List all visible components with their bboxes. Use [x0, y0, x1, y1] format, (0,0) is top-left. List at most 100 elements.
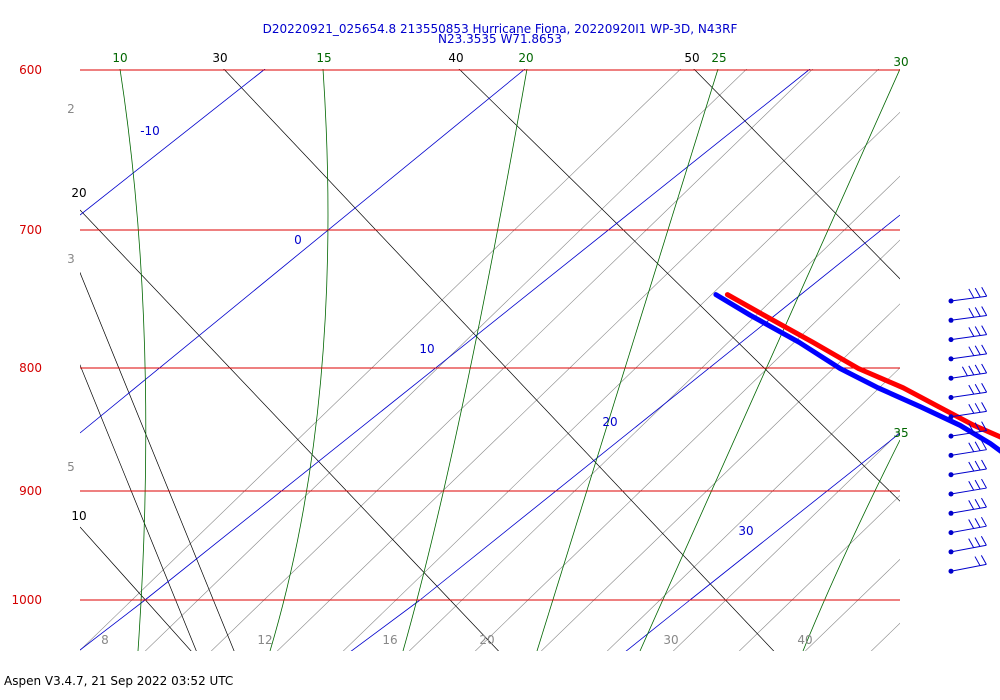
dewpoint-profile-point — [837, 366, 843, 371]
moist-adiabat-line — [540, 303, 900, 651]
wind-barb — [948, 344, 988, 362]
dewpoint-profile-point — [713, 292, 719, 297]
mixing-ratio-label: 25 — [711, 51, 726, 65]
mixing-ratio-line — [119, 69, 147, 651]
dry-adiabat-line — [80, 364, 197, 651]
wind-barb-feather — [981, 306, 988, 316]
pressure-tick-label: 800 — [19, 361, 42, 375]
wind-barb-feather — [974, 479, 981, 490]
wind-barb-feather — [981, 344, 988, 355]
wind-barb-feather — [968, 404, 975, 414]
footer-version: Aspen V3.4.7, 21 Sep 2022 03:52 UTC — [4, 674, 234, 688]
temperature-profile-point — [901, 385, 906, 390]
moist-adiabats — [80, 69, 900, 651]
wind-barb-shaft — [950, 315, 987, 321]
pressure-tick-label: 600 — [19, 63, 42, 77]
wind-barb-shaft — [950, 468, 987, 476]
mixing-ratio-label: 35 — [893, 426, 908, 440]
wind-barb — [948, 363, 988, 381]
wind-barb-feather — [974, 345, 981, 356]
wind-barb-feather — [974, 403, 981, 413]
moist-adiabat-label: 16 — [382, 633, 397, 647]
moist-adiabat-label: 8 — [101, 633, 109, 647]
wind-barb-feather — [968, 307, 975, 318]
wind-barb-feather — [968, 327, 975, 337]
mixing-ratio-line — [802, 439, 900, 651]
wind-barb — [948, 286, 988, 304]
isotherm-label: -10 — [140, 124, 160, 138]
moist-adiabat-line — [804, 558, 900, 651]
moist-adiabat-label: 20 — [479, 633, 494, 647]
pressure-tick-label: 1000 — [11, 593, 42, 607]
wind-barb-feather — [981, 440, 987, 450]
isotherm-line — [80, 69, 526, 434]
wind-barb — [948, 440, 987, 458]
wind-barb-feather — [968, 288, 975, 299]
dewpoint-profile-point — [957, 423, 963, 428]
wind-barb-shaft — [950, 410, 987, 418]
dry-adiabat-line — [80, 526, 192, 651]
dry-adiabat-label: 40 — [448, 51, 463, 65]
pressure-tick-label: 700 — [19, 223, 42, 237]
moist-adiabat-line — [80, 69, 682, 651]
wind-barb-feather — [974, 518, 981, 528]
wind-barb — [948, 402, 988, 420]
wind-barb-feather — [968, 365, 975, 376]
wind-barb-feather — [981, 383, 988, 393]
wind-barb-feather — [974, 422, 981, 432]
temperature-profile-point — [725, 292, 730, 297]
wind-barb-shaft — [950, 506, 987, 514]
chart-title-line2: N23.3535 W71.8653 — [438, 32, 562, 46]
mixing-ratio-label: 30 — [893, 55, 908, 69]
isotherm-line — [350, 599, 421, 651]
wind-barb — [948, 459, 987, 478]
moist-adiabat-line — [606, 367, 900, 651]
wind-barb-feather — [981, 421, 988, 431]
wind-barb — [948, 478, 987, 497]
wind-barb-feather — [968, 480, 975, 491]
isotherms — [80, 69, 900, 651]
wind-barb — [948, 306, 988, 323]
wind-barbs — [948, 286, 988, 574]
temperature-profile-point — [936, 404, 941, 409]
dry-adiabat-line — [458, 69, 900, 502]
wind-barb-feather — [974, 326, 981, 336]
wind-barb-feather — [968, 346, 975, 356]
wind-barb-feather — [974, 460, 981, 471]
wind-barb — [948, 516, 987, 536]
wind-barb — [948, 421, 988, 439]
moist-adiabat-label: 30 — [663, 633, 678, 647]
wind-barb-feather — [968, 500, 975, 510]
mixing-ratio-line — [269, 69, 329, 651]
dry-adiabat-label: 20 — [71, 186, 86, 200]
moist-adiabat-label: 5 — [67, 460, 75, 474]
wind-barb-feather — [980, 555, 987, 565]
wind-barb-shaft — [950, 372, 987, 379]
dewpoint-profile-line — [713, 292, 1000, 454]
wind-barb-feather — [981, 286, 988, 297]
wind-barb — [948, 555, 987, 574]
dewpoint-profile-point — [918, 404, 923, 409]
mixing-ratio-label: 10 — [112, 51, 127, 65]
moist-adiabat-line — [672, 431, 900, 651]
dewpoint-profile-point — [988, 441, 993, 446]
dry-adiabat-label: 30 — [212, 51, 227, 65]
wind-barb-feather — [961, 366, 968, 377]
wind-barb-feather — [968, 461, 975, 472]
wind-barb — [948, 536, 987, 555]
mixing-ratio-line — [639, 69, 900, 651]
wind-barb-feather — [981, 478, 987, 489]
wind-barb-feather — [968, 442, 975, 452]
mixing-ratio-label: 15 — [316, 51, 331, 65]
wind-barb-feather — [974, 498, 981, 509]
wind-barb-shaft — [950, 487, 987, 495]
dry-adiabat-line — [80, 271, 235, 651]
isotherm-label: 30 — [738, 524, 753, 538]
wind-barb-shaft — [950, 295, 987, 302]
moist-adiabat-line — [408, 175, 900, 651]
isotherm-line — [419, 214, 900, 601]
moist-adiabat-line — [276, 69, 880, 651]
isotherm-label: 20 — [602, 415, 617, 429]
wind-barb-feather — [974, 441, 981, 451]
